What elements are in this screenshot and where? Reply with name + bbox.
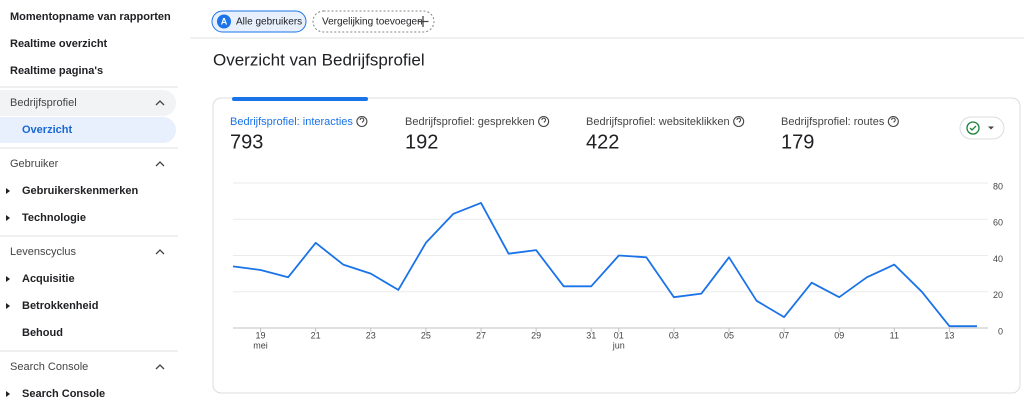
x-tick-label: 09 xyxy=(834,330,844,340)
expand-arrow xyxy=(6,276,10,282)
check-mark xyxy=(969,125,977,131)
nav-item[interactable]: Momentopname van rapporten xyxy=(10,11,171,23)
x-tick-label: 27 xyxy=(476,330,486,340)
help-icon xyxy=(538,115,550,128)
y-tick-label: 0 xyxy=(998,326,1003,336)
x-tick-label: 13 xyxy=(944,330,954,340)
add-comparison-label: Vergelijking toevoegen xyxy=(322,17,423,28)
help-icon xyxy=(887,115,899,128)
help-mark xyxy=(541,117,547,123)
nav-item[interactable]: Realtime overzicht xyxy=(10,38,108,50)
x-tick-label: 07 xyxy=(779,330,789,340)
selected-metric-bar xyxy=(232,97,368,101)
add-comparison-chip[interactable] xyxy=(312,10,435,33)
expand-arrow xyxy=(6,215,10,221)
y-tick-label: 40 xyxy=(993,254,1003,264)
nav-item[interactable]: Realtime pagina's xyxy=(10,65,103,77)
metric-value: 422 xyxy=(586,131,619,153)
metric-value: 192 xyxy=(405,131,438,153)
x-tick-label: 31 xyxy=(586,330,596,340)
expand-arrow xyxy=(6,303,10,309)
y-tick-label: 20 xyxy=(993,290,1003,300)
nav-item[interactable]: Search Console xyxy=(22,388,105,400)
x-tick-label: 25 xyxy=(421,330,431,340)
active-section-bg xyxy=(0,90,176,116)
x-tick-label: 19 xyxy=(256,330,266,340)
collapse-chevron xyxy=(155,100,165,106)
x-tick-label: 21 xyxy=(311,330,321,340)
plus-icon xyxy=(417,16,429,27)
metric-value: 793 xyxy=(230,131,263,153)
nav-item[interactable]: Behoud xyxy=(22,327,63,339)
x-month-label: jun xyxy=(612,340,625,350)
nav-section-title[interactable]: Levenscyclus xyxy=(10,246,77,258)
help-mark xyxy=(891,117,896,123)
metric-label[interactable]: Bedrijfsprofiel: gesprekken xyxy=(405,116,535,128)
page-title: Overzicht van Bedrijfsprofiel xyxy=(213,50,425,69)
expand-arrow xyxy=(6,188,10,194)
x-month-label: mei xyxy=(253,340,268,350)
segment-chip[interactable] xyxy=(211,10,307,33)
nav-item[interactable]: Acquisitie xyxy=(22,273,75,285)
nav-section-title[interactable]: Search Console xyxy=(10,361,88,373)
x-tick-label: 11 xyxy=(890,330,899,340)
dropdown-caret xyxy=(988,126,994,130)
avatar xyxy=(217,14,231,29)
collapse-chevron xyxy=(155,364,165,370)
segment-label: Alle gebruikers xyxy=(236,17,302,28)
x-tick-label: 23 xyxy=(366,330,376,340)
nav-section-title[interactable]: Gebruiker xyxy=(10,158,59,170)
expand-arrow xyxy=(6,391,10,397)
avatar-letter: A xyxy=(221,16,228,26)
nav-section-title[interactable]: Bedrijfsprofiel xyxy=(10,97,77,109)
x-tick-label: 03 xyxy=(669,330,679,340)
help-icon xyxy=(356,115,368,128)
help-mark xyxy=(736,117,742,123)
metric-label[interactable]: Bedrijfsprofiel: routes xyxy=(781,116,885,128)
collapse-chevron xyxy=(155,161,165,167)
help-icon xyxy=(733,115,745,128)
y-tick-label: 80 xyxy=(993,181,1003,191)
x-tick-label: 05 xyxy=(724,330,734,340)
nav-item[interactable]: Gebruikerskenmerken xyxy=(22,185,138,197)
nav-item[interactable]: Technologie xyxy=(22,212,86,224)
x-tick-label: 29 xyxy=(531,330,541,340)
metric-label[interactable]: Bedrijfsprofiel: websiteklikken xyxy=(586,116,730,128)
card xyxy=(212,97,1021,394)
help-mark xyxy=(359,117,365,123)
y-tick-label: 60 xyxy=(993,218,1003,228)
data-line xyxy=(232,202,977,328)
collapse-chevron xyxy=(155,249,165,255)
metric-label[interactable]: Bedrijfsprofiel: interacties xyxy=(230,116,353,128)
nav-item[interactable]: Overzicht xyxy=(22,124,72,136)
metric-value: 179 xyxy=(781,131,814,153)
nav-item[interactable]: Betrokkenheid xyxy=(22,300,98,312)
x-tick-label: 01 xyxy=(614,330,624,340)
check-icon xyxy=(966,121,980,135)
selected-item-bg xyxy=(0,117,176,143)
